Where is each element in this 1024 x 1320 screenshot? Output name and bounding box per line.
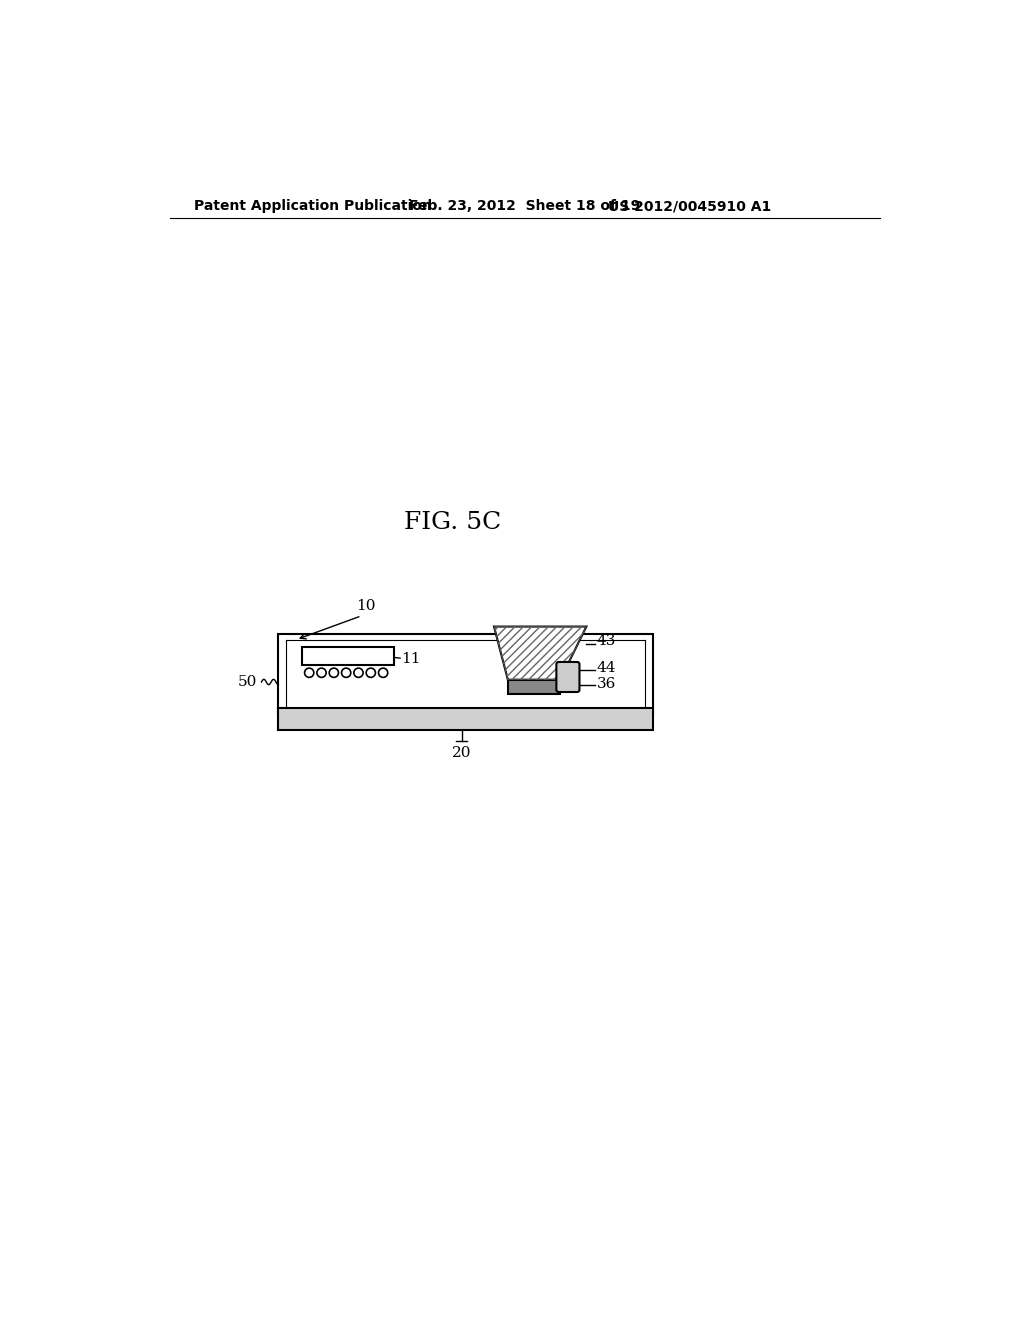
- Text: 36: 36: [596, 677, 615, 690]
- Text: Feb. 23, 2012  Sheet 18 of 19: Feb. 23, 2012 Sheet 18 of 19: [410, 199, 641, 213]
- FancyBboxPatch shape: [556, 663, 580, 692]
- Text: Patent Application Publication: Patent Application Publication: [194, 199, 431, 213]
- Circle shape: [342, 668, 351, 677]
- Text: FIG. 5C: FIG. 5C: [403, 511, 501, 535]
- Text: 44: 44: [596, 661, 615, 675]
- Text: 50: 50: [239, 675, 258, 689]
- Text: 20: 20: [452, 746, 471, 760]
- Bar: [279, 708, 652, 730]
- Text: 11: 11: [401, 652, 421, 665]
- Circle shape: [316, 668, 326, 677]
- Circle shape: [354, 668, 364, 677]
- Text: 10: 10: [356, 599, 376, 612]
- Bar: [508, 680, 560, 694]
- Polygon shape: [494, 627, 587, 680]
- Text: US 2012/0045910 A1: US 2012/0045910 A1: [608, 199, 771, 213]
- Circle shape: [304, 668, 313, 677]
- Text: 43: 43: [596, 634, 615, 648]
- Circle shape: [367, 668, 376, 677]
- Bar: [301, 647, 394, 665]
- Bar: [279, 635, 652, 714]
- Circle shape: [379, 668, 388, 677]
- Circle shape: [330, 668, 339, 677]
